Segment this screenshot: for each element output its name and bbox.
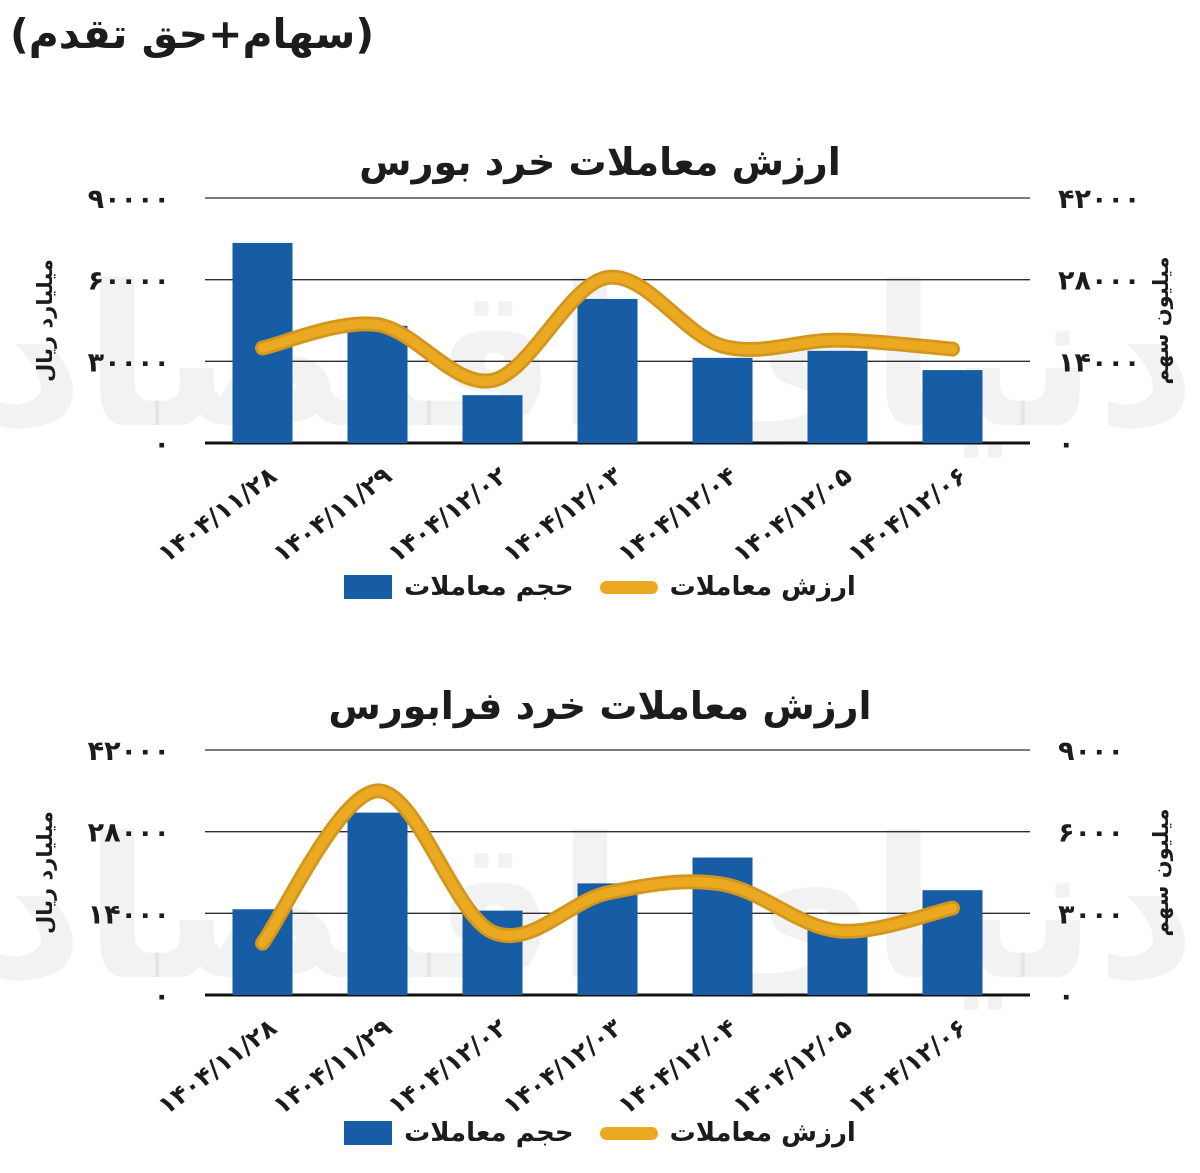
volume-bar xyxy=(922,370,983,443)
volume-bar-swatch xyxy=(344,1121,393,1145)
right-tick-label: ۰ xyxy=(1058,981,1074,1012)
volume-bar xyxy=(807,350,868,443)
legend-item-volume: حجم معاملات xyxy=(344,1118,574,1148)
right-tick-label: ۹۰۰۰ xyxy=(1058,736,1124,767)
combo-chart-farabourse: دنیای اقتصاد۰۱۴۰۰۰۲۸۰۰۰۴۲۰۰۰۰۳۰۰۰۶۰۰۰۹۰۰… xyxy=(0,736,1196,1114)
right-tick-label: ۶۰۰۰ xyxy=(1058,818,1124,849)
right-tick-label: ۲۸۰۰۰ xyxy=(1058,266,1140,297)
value-line xyxy=(257,786,958,948)
left-tick-label: ۱۴۰۰۰ xyxy=(88,899,170,930)
left-tick-label: ۴۲۰۰۰ xyxy=(88,736,170,767)
left-tick-label: ۹۰۰۰۰ xyxy=(88,184,170,215)
chart-title-farabourse: ارزش معاملات خرد فرابورس xyxy=(328,683,872,728)
date-label: ۱۴۰۴/۱۲/۰۴ xyxy=(613,1013,743,1114)
date-label: ۱۴۰۴/۱۱/۲۹ xyxy=(268,461,398,562)
value-line xyxy=(257,272,958,386)
legend-item-volume: حجم معاملات xyxy=(344,572,574,602)
left-tick-label: ۰ xyxy=(154,981,170,1012)
right-tick-label: ۳۰۰۰ xyxy=(1058,899,1124,930)
legend-item-value: ارزش معاملات xyxy=(599,1118,856,1148)
date-label: ۱۴۰۴/۱۲/۰۶ xyxy=(843,1013,973,1114)
value-line-swatch xyxy=(599,580,658,594)
date-label: ۱۴۰۴/۱۲/۰۵ xyxy=(728,461,858,562)
volume-bar xyxy=(577,298,638,443)
date-label: ۱۴۰۴/۱۲/۰۴ xyxy=(613,461,743,562)
date-label: ۱۴۰۴/۱۱/۲۹ xyxy=(268,1013,398,1114)
combo-chart-bourse: دنیای اقتصاد۰۳۰۰۰۰۶۰۰۰۰۹۰۰۰۰۰۱۴۰۰۰۲۸۰۰۰۴… xyxy=(0,184,1196,562)
date-label: ۱۴۰۴/۱۲/۰۶ xyxy=(843,461,973,562)
legend-label-volume: حجم معاملات xyxy=(404,1118,574,1148)
left-axis-title: میلیارد ریال xyxy=(33,259,57,382)
date-label: ۱۴۰۴/۱۱/۲۸ xyxy=(153,461,283,562)
right-axis-title: میلیون سهم xyxy=(1149,808,1173,936)
date-label: ۱۴۰۴/۱۲/۰۳ xyxy=(498,461,628,562)
legend-label-value: ارزش معاملات xyxy=(669,1118,856,1148)
legend-bourse: حجم معاملات ارزش معاملات xyxy=(0,572,1200,602)
legend-farabourse: حجم معاملات ارزش معاملات xyxy=(0,1118,1200,1148)
volume-bar-swatch xyxy=(344,575,393,599)
legend-item-value: ارزش معاملات xyxy=(599,572,856,602)
date-label: ۱۴۰۴/۱۲/۰۲ xyxy=(383,1013,513,1114)
right-tick-label: ۴۲۰۰۰ xyxy=(1058,184,1140,215)
volume-bar xyxy=(692,357,753,443)
left-axis-title: میلیارد ریال xyxy=(33,811,57,934)
legend-label-volume: حجم معاملات xyxy=(404,572,574,602)
date-label: ۱۴۰۴/۱۲/۰۳ xyxy=(498,1013,628,1114)
volume-bar xyxy=(462,395,523,443)
right-tick-label: ۰ xyxy=(1058,429,1074,460)
right-axis-title: میلیون سهم xyxy=(1149,256,1173,384)
date-label: ۱۴۰۴/۱۱/۲۸ xyxy=(153,1013,283,1114)
legend-label-value: ارزش معاملات xyxy=(669,572,856,602)
header-note: (سهام+حق تقدم) xyxy=(10,10,375,58)
volume-bar xyxy=(347,812,408,995)
left-tick-label: ۳۰۰۰۰ xyxy=(88,347,170,378)
date-label: ۱۴۰۴/۱۲/۰۲ xyxy=(383,461,513,562)
left-tick-label: ۰ xyxy=(154,429,170,460)
volume-bar xyxy=(807,928,868,995)
right-tick-label: ۱۴۰۰۰ xyxy=(1058,347,1140,378)
date-label: ۱۴۰۴/۱۲/۰۵ xyxy=(728,1013,858,1114)
value-line-swatch xyxy=(599,1126,658,1140)
volume-bar xyxy=(347,325,408,443)
chart-title-bourse: ارزش معاملات خرد بورس xyxy=(359,139,841,184)
left-tick-label: ۶۰۰۰۰ xyxy=(88,266,170,297)
left-tick-label: ۲۸۰۰۰ xyxy=(88,818,170,849)
